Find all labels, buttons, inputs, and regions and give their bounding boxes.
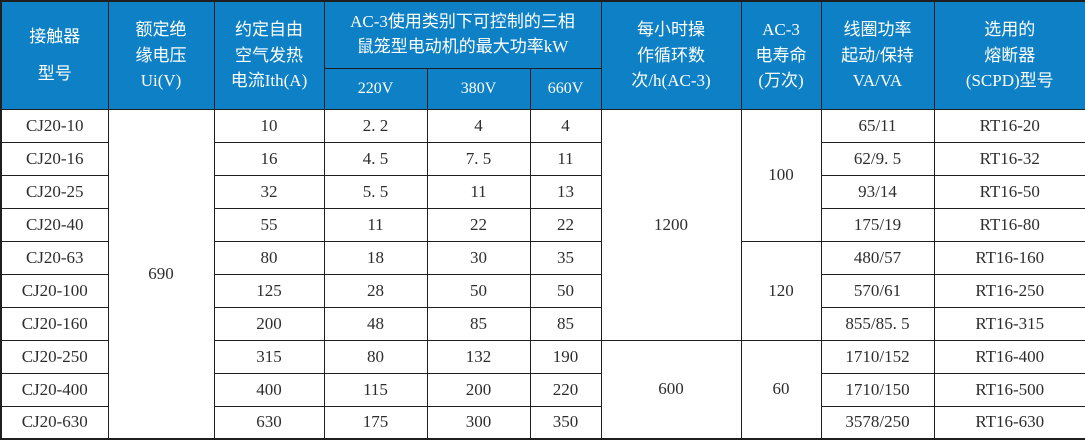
model-cell: CJ20-16 <box>0 141 109 176</box>
ui-cell: 690 <box>107 108 215 440</box>
p660-cell: 35 <box>529 240 602 275</box>
header-380v: 380V <box>426 67 531 110</box>
coil-cell: 62/9. 5 <box>820 141 935 176</box>
header-row-main: 接触器 型号 额定绝 缘电压 Ui(V) 约定自由 空气发热 电流Ith(A) … <box>0 0 1085 110</box>
model-cell: CJ20-630 <box>0 405 109 440</box>
table-row: CJ20-630 630 175 300 350 3578/250 RT16-6… <box>0 405 1085 440</box>
p380-cell: 4 <box>426 108 531 143</box>
p660-cell: 350 <box>529 405 602 440</box>
p380-cell: 85 <box>426 306 531 341</box>
p660-cell: 22 <box>529 207 602 242</box>
p220-cell: 5. 5 <box>323 174 428 209</box>
ith-cell: 55 <box>213 207 325 242</box>
model-cell: CJ20-160 <box>0 306 109 341</box>
life-cell: 100 <box>740 108 822 242</box>
table-row: CJ20-16 16 4. 5 7. 5 11 62/9. 5 RT16-32 <box>0 141 1085 176</box>
p220-cell: 48 <box>323 306 428 341</box>
p220-cell: 80 <box>323 339 428 374</box>
fuse-cell: RT16-630 <box>933 405 1085 440</box>
p660-cell: 50 <box>529 273 602 308</box>
fuse-cell: RT16-32 <box>933 141 1085 176</box>
p220-cell: 18 <box>323 240 428 275</box>
model-cell: CJ20-250 <box>0 339 109 374</box>
p220-cell: 115 <box>323 372 428 407</box>
p660-cell: 11 <box>529 141 602 176</box>
coil-cell: 175/19 <box>820 207 935 242</box>
p380-cell: 50 <box>426 273 531 308</box>
p380-cell: 11 <box>426 174 531 209</box>
header-220v: 220V <box>323 67 428 110</box>
p220-cell: 2. 2 <box>323 108 428 143</box>
cycles-cell: 1200 <box>600 108 742 341</box>
p220-cell: 175 <box>323 405 428 440</box>
coil-cell: 1710/152 <box>820 339 935 374</box>
model-cell: CJ20-100 <box>0 273 109 308</box>
header-model: 接触器 型号 <box>0 0 109 110</box>
ith-cell: 315 <box>213 339 325 374</box>
model-cell: CJ20-400 <box>0 372 109 407</box>
p380-cell: 200 <box>426 372 531 407</box>
ith-cell: 16 <box>213 141 325 176</box>
p660-cell: 190 <box>529 339 602 374</box>
table-row: CJ20-100 125 28 50 50 570/61 RT16-250 <box>0 273 1085 308</box>
fuse-cell: RT16-315 <box>933 306 1085 341</box>
fuse-cell: RT16-50 <box>933 174 1085 209</box>
p380-cell: 30 <box>426 240 531 275</box>
header-insulation-voltage: 额定绝 缘电压 Ui(V) <box>107 0 215 110</box>
fuse-cell: RT16-20 <box>933 108 1085 143</box>
p380-cell: 7. 5 <box>426 141 531 176</box>
header-life: AC-3 电寿命 (万次) <box>740 0 822 110</box>
p380-cell: 22 <box>426 207 531 242</box>
table-row: CJ20-10 690 10 2. 2 4 4 1200 100 65/11 R… <box>0 108 1085 440</box>
p660-cell: 4 <box>529 108 602 143</box>
fuse-cell: RT16-250 <box>933 273 1085 308</box>
cycles-cell: 600 <box>600 339 742 440</box>
p220-cell: 28 <box>323 273 428 308</box>
header-660v: 660V <box>529 67 602 110</box>
ith-cell: 32 <box>213 174 325 209</box>
p660-cell: 85 <box>529 306 602 341</box>
fuse-cell: RT16-400 <box>933 339 1085 374</box>
fuse-cell: RT16-80 <box>933 207 1085 242</box>
table-row: CJ20-25 32 5. 5 11 13 93/14 RT16-50 <box>0 174 1085 209</box>
table-row: CJ20-160 200 48 85 85 855/85. 5 RT16-315 <box>0 306 1085 341</box>
ith-cell: 10 <box>213 108 325 143</box>
table-row: CJ20-250 315 80 132 190 600 60 1710/152 … <box>0 339 1085 440</box>
coil-cell: 1710/150 <box>820 372 935 407</box>
table-row: CJ20-40 55 11 22 22 175/19 RT16-80 <box>0 207 1085 242</box>
life-cell: 60 <box>740 339 822 440</box>
coil-cell: 570/61 <box>820 273 935 308</box>
p660-cell: 220 <box>529 372 602 407</box>
table-row: CJ20-400 400 115 200 220 1710/150 RT16-5… <box>0 372 1085 407</box>
p380-cell: 300 <box>426 405 531 440</box>
ith-cell: 80 <box>213 240 325 275</box>
header-row-sub: 220V 380V 660V <box>1 67 1085 110</box>
model-cell: CJ20-63 <box>0 240 109 275</box>
model-cell: CJ20-10 <box>0 108 109 143</box>
coil-cell: 480/57 <box>820 240 935 275</box>
coil-cell: 93/14 <box>820 174 935 209</box>
p220-cell: 4. 5 <box>323 141 428 176</box>
header-fuse: 选用的 熔断器 (SCPD)型号 <box>933 0 1085 110</box>
header-thermal-current: 约定自由 空气发热 电流Ith(A) <box>213 0 325 110</box>
header-cycles: 每小时操 作循环数 次/h(AC-3) <box>600 0 742 110</box>
p220-cell: 11 <box>323 207 428 242</box>
coil-cell: 3578/250 <box>820 405 935 440</box>
p380-cell: 132 <box>426 339 531 374</box>
fuse-cell: RT16-500 <box>933 372 1085 407</box>
fuse-cell: RT16-160 <box>933 240 1085 275</box>
ith-cell: 630 <box>213 405 325 440</box>
ith-cell: 400 <box>213 372 325 407</box>
coil-cell: 65/11 <box>820 108 935 143</box>
ith-cell: 200 <box>213 306 325 341</box>
model-cell: CJ20-25 <box>0 174 109 209</box>
model-cell: CJ20-40 <box>0 207 109 242</box>
coil-cell: 855/85. 5 <box>820 306 935 341</box>
p660-cell: 13 <box>529 174 602 209</box>
header-power-group: AC-3使用类别下可控制的三相 鼠笼型电动机的最大功率kW <box>323 0 602 69</box>
ith-cell: 125 <box>213 273 325 308</box>
header-coil-power: 线圈功率 起动/保持 VA/VA <box>820 0 935 110</box>
life-cell: 120 <box>740 240 822 341</box>
